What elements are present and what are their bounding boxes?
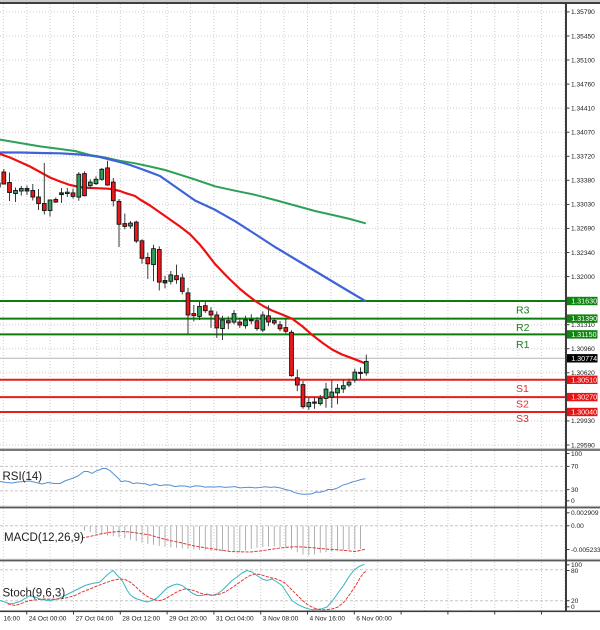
svg-text:1.30774: 1.30774 <box>571 354 597 363</box>
svg-text:1.31310: 1.31310 <box>571 322 595 329</box>
svg-text:4 Nov 16:00: 4 Nov 16:00 <box>310 616 346 623</box>
svg-text:1.34760: 1.34760 <box>571 81 595 88</box>
svg-text:6 Nov 00:00: 6 Nov 00:00 <box>356 616 392 623</box>
svg-text:1.31630: 1.31630 <box>571 297 597 306</box>
svg-text:1.35100: 1.35100 <box>571 57 595 64</box>
svg-text:R3: R3 <box>516 304 530 316</box>
svg-text:1.30960: 1.30960 <box>571 346 595 353</box>
svg-text:28 Oct 12:00: 28 Oct 12:00 <box>122 616 160 623</box>
svg-text:80: 80 <box>571 568 579 575</box>
svg-text:1.35790: 1.35790 <box>571 9 595 16</box>
svg-text:0: 0 <box>571 604 575 611</box>
svg-text:1.30040: 1.30040 <box>571 408 597 417</box>
svg-text:1.29590: 1.29590 <box>571 442 595 449</box>
svg-text:1.31150: 1.31150 <box>571 330 596 339</box>
svg-text:S2: S2 <box>516 399 529 411</box>
svg-text:3 Nov 08:00: 3 Nov 08:00 <box>263 616 299 623</box>
svg-text:70: 70 <box>571 464 579 471</box>
svg-text:100: 100 <box>571 562 582 569</box>
svg-text:S3: S3 <box>516 413 529 425</box>
svg-text:MACD(12,26,9): MACD(12,26,9) <box>4 532 84 544</box>
svg-text:1.30620: 1.30620 <box>571 370 595 377</box>
svg-text:0.002909: 0.002909 <box>571 510 599 517</box>
svg-text:27 Oct 04:00: 27 Oct 04:00 <box>76 616 114 623</box>
svg-text:1.33030: 1.33030 <box>571 202 595 209</box>
svg-text:1.32690: 1.32690 <box>571 226 595 233</box>
svg-text:1.30270: 1.30270 <box>571 393 597 402</box>
svg-text:24 Oct 00:00: 24 Oct 00:00 <box>29 616 67 623</box>
svg-text:29 Oct 20:00: 29 Oct 20:00 <box>169 616 207 623</box>
svg-text:31 Oct 04:00: 31 Oct 04:00 <box>216 616 254 623</box>
svg-text:R2: R2 <box>516 322 530 334</box>
svg-text:S1: S1 <box>516 383 529 395</box>
svg-text:16:00: 16:00 <box>4 616 21 623</box>
svg-text:30: 30 <box>571 487 579 494</box>
svg-text:1.33720: 1.33720 <box>571 154 595 161</box>
svg-text:0.00: 0.00 <box>571 523 584 530</box>
svg-text:1.30510: 1.30510 <box>571 375 597 384</box>
svg-text:1.32000: 1.32000 <box>571 274 595 281</box>
svg-text:1.35450: 1.35450 <box>571 33 595 40</box>
svg-text:1.34070: 1.34070 <box>571 130 595 137</box>
svg-text:1.29930: 1.29930 <box>571 418 595 425</box>
svg-text:R1: R1 <box>516 339 530 351</box>
svg-text:1.33380: 1.33380 <box>571 178 595 185</box>
svg-text:-0.005233: -0.005233 <box>571 547 600 554</box>
svg-text:1.32340: 1.32340 <box>571 250 595 257</box>
svg-text:RSI(14): RSI(14) <box>3 471 43 483</box>
svg-text:0: 0 <box>571 498 575 505</box>
svg-text:20: 20 <box>571 598 579 605</box>
svg-text:1.31390: 1.31390 <box>571 314 597 323</box>
svg-text:Stoch(9,6,3): Stoch(9,6,3) <box>3 588 66 600</box>
svg-text:100: 100 <box>571 451 582 458</box>
svg-text:1.34410: 1.34410 <box>571 105 595 112</box>
